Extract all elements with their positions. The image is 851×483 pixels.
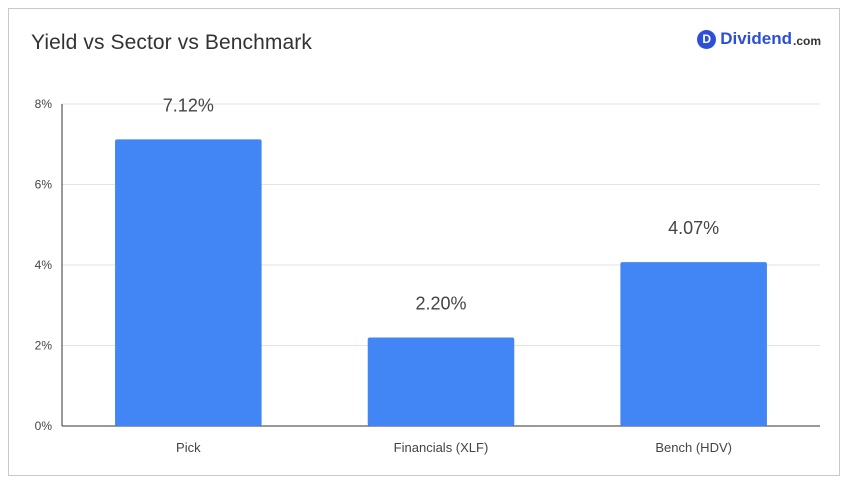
x-tick-label: Financials (XLF)	[394, 440, 489, 455]
brand-badge-icon: D	[697, 29, 717, 49]
data-label: 2.20%	[415, 293, 466, 313]
brand-suffix: .com	[792, 33, 821, 48]
bar	[367, 337, 515, 426]
bar	[115, 139, 262, 427]
brand-name: Dividend	[720, 29, 792, 48]
x-tick-label: Pick	[176, 440, 201, 455]
brand-logo: D Dividend .com	[697, 29, 821, 49]
y-tick-label: 2%	[35, 339, 53, 353]
x-tick-label: Bench (HDV)	[655, 440, 732, 455]
data-label: 7.12%	[163, 95, 214, 115]
y-tick-label: 4%	[35, 258, 53, 272]
y-tick-label: 0%	[35, 419, 53, 433]
bar	[620, 262, 767, 426]
y-tick-label: 6%	[35, 178, 53, 192]
chart-title: Yield vs Sector vs Benchmark	[31, 31, 312, 54]
data-label: 4.07%	[668, 218, 719, 238]
y-tick-label: 8%	[35, 97, 53, 111]
